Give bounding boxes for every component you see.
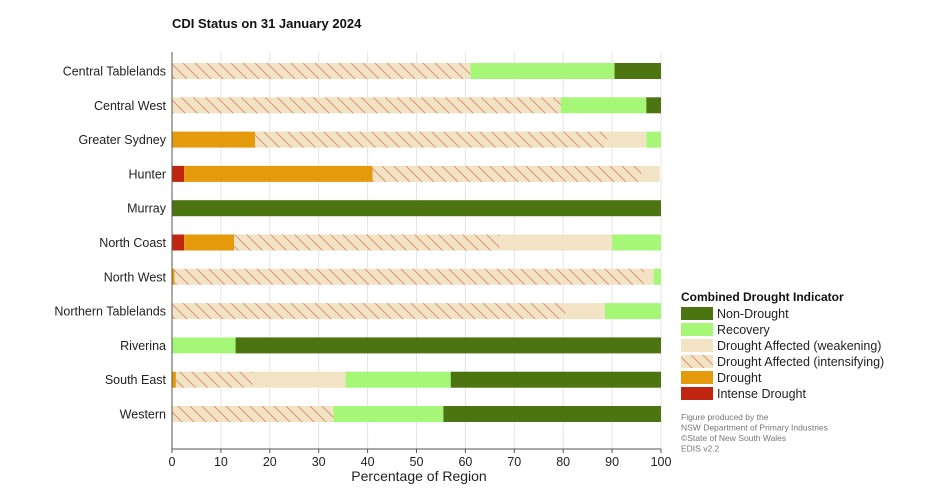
legend-label-drought-affected-intensifying: Drought Affected (intensifying)	[717, 355, 884, 369]
x-tick-label-10: 10	[214, 455, 228, 469]
bar-north-coast-intense-drought	[172, 234, 185, 251]
region-label-north-west: North West	[104, 270, 167, 284]
legend-label-intense-drought: Intense Drought	[717, 387, 806, 401]
bar-north-coast-drought-affected-intensifying	[234, 234, 500, 251]
x-tick-label-60: 60	[458, 455, 472, 469]
bar-north-coast-recovery	[612, 234, 661, 251]
bar-north-west-drought-affected-weakening	[643, 268, 654, 285]
bar-western-non-drought	[443, 406, 661, 422]
bar-central-tablelands-recovery	[470, 63, 615, 79]
region-label-western: Western	[120, 408, 166, 422]
chart-title: CDI Status on 31 January 2024	[172, 16, 362, 31]
region-label-greater-sydney: Greater Sydney	[78, 133, 166, 147]
x-tick-label-30: 30	[312, 455, 326, 469]
credit-line-3: ©State of New South Wales	[681, 433, 786, 443]
bar-northern-tablelands-drought-affected-intensifying	[172, 303, 566, 320]
bar-central-west-drought-affected-intensifying	[172, 97, 561, 114]
bar-north-west-recovery	[653, 268, 661, 285]
legend-swatch-drought-affected-intensifying	[681, 355, 713, 368]
legend-swatch-drought-affected-weakening	[681, 339, 713, 352]
x-tick-label-70: 70	[507, 455, 521, 469]
bar-south-east-drought-affected-intensifying	[175, 371, 253, 388]
bar-northern-tablelands-recovery	[604, 303, 661, 320]
credit-line-1: Figure produced by the	[681, 412, 769, 422]
bar-central-tablelands-non-drought	[614, 63, 661, 79]
bar-greater-sydney-recovery	[646, 131, 661, 148]
region-label-murray: Murray	[127, 202, 167, 216]
bar-central-west-non-drought	[646, 97, 661, 114]
bar-central-tablelands-drought-affected-intensifying	[172, 63, 471, 79]
region-label-riverina: Riverina	[120, 339, 166, 353]
legend-swatch-drought	[681, 371, 713, 384]
region-label-north-coast: North Coast	[99, 236, 166, 250]
bar-hunter-drought	[184, 165, 373, 182]
bar-greater-sydney-drought-affected-intensifying	[255, 131, 608, 148]
region-label-northern-tablelands: Northern Tablelands	[54, 305, 166, 319]
legend-title: Combined Drought Indicator	[681, 290, 844, 304]
legend-label-recovery: Recovery	[717, 323, 771, 337]
bar-greater-sydney-drought	[172, 131, 256, 148]
x-tick-label-90: 90	[605, 455, 619, 469]
bar-north-coast-drought-affected-weakening	[499, 234, 613, 251]
x-axis-label: Percentage of Region	[351, 468, 486, 484]
x-tick-label-40: 40	[361, 455, 375, 469]
bar-greater-sydney-drought-affected-weakening	[607, 131, 647, 148]
bar-northern-tablelands-drought-affected-weakening	[565, 303, 605, 320]
bar-south-east-drought-affected-weakening	[252, 371, 346, 388]
bar-south-east-non-drought	[450, 371, 661, 388]
x-axis: 0 10 20 30 40 50 60 70 80 90 100	[169, 52, 672, 469]
x-tick-label-0: 0	[169, 455, 176, 469]
bar-hunter-drought-affected-weakening	[641, 165, 660, 182]
bar-south-east-drought	[172, 371, 176, 388]
legend-label-drought-affected-weakening: Drought Affected (weakening)	[717, 339, 881, 353]
x-tick-label-80: 80	[556, 455, 570, 469]
bar-western-recovery	[333, 406, 444, 422]
legend-swatch-intense-drought	[681, 387, 713, 400]
legend-swatch-recovery	[681, 323, 713, 336]
legend: Combined Drought Indicator Non-Drought Re…	[681, 290, 884, 401]
bars	[172, 63, 661, 422]
bar-hunter-drought-affected-intensifying	[372, 165, 642, 182]
bar-hunter-intense-drought	[172, 165, 185, 182]
bar-murray-non-drought	[172, 200, 661, 217]
x-tick-label-100: 100	[651, 455, 672, 469]
bar-north-west-drought-affected-intensifying	[174, 268, 644, 285]
x-tick-label-20: 20	[263, 455, 277, 469]
bar-riverina-non-drought	[235, 337, 661, 354]
region-label-central-tablelands: Central Tablelands	[63, 65, 166, 79]
bar-north-west-drought	[172, 268, 175, 285]
region-label-south-east: South East	[105, 373, 167, 387]
region-label-central-west: Central West	[94, 99, 167, 113]
credit-line-4: EDIS v2.2	[681, 444, 720, 454]
legend-label-drought: Drought	[717, 371, 762, 385]
bar-central-west-recovery	[560, 97, 647, 114]
bar-south-east-recovery	[345, 371, 451, 388]
credit-line-2: NSW Department of Primary Industries	[681, 423, 828, 433]
bar-western-drought-affected-intensifying	[172, 406, 334, 422]
legend-swatch-non-drought	[681, 307, 713, 320]
bar-north-coast-drought	[184, 234, 235, 251]
region-label-hunter: Hunter	[128, 167, 166, 181]
legend-label-non-drought: Non-Drought	[717, 307, 789, 321]
bar-riverina-recovery	[172, 337, 236, 354]
x-tick-label-50: 50	[410, 455, 424, 469]
region-labels: Central Tablelands Central West Greater Sy…	[54, 65, 166, 422]
